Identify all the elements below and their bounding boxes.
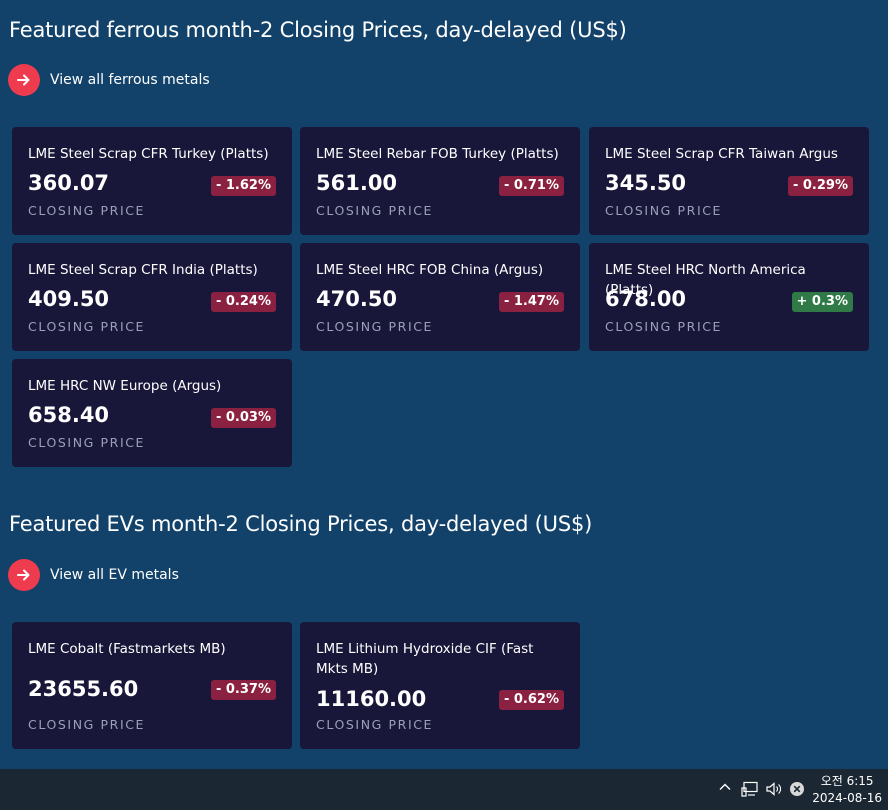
card-price: 345.50 [605, 171, 687, 195]
card-metal-name: LME Steel Scrap CFR Taiwan Argus [605, 146, 838, 162]
view-all-ferrous-label: View all ferrous metals [50, 72, 210, 88]
network-icon[interactable] [741, 781, 759, 801]
change-badge: - 0.03% [210, 408, 276, 428]
closing-price-caption: CLOSING PRICE [316, 319, 434, 334]
closing-price-caption: CLOSING PRICE [605, 319, 723, 334]
closing-price-caption: CLOSING PRICE [28, 435, 146, 450]
change-badge: - 1.62% [210, 176, 276, 196]
view-all-ev-label: View all EV metals [50, 567, 179, 583]
card-price: 658.40 [28, 403, 110, 427]
closing-price-caption: CLOSING PRICE [28, 319, 146, 334]
card-metal-name: LME Steel HRC FOB China (Argus) [316, 262, 544, 278]
card-price: 678.00 [605, 287, 687, 311]
price-card[interactable]: LME Steel Rebar FOB Turkey (Platts) 561.… [300, 127, 580, 235]
card-metal-name: LME Lithium Hydroxide CIF (Fast Mkts MB) [316, 641, 534, 677]
card-price: 360.07 [28, 171, 110, 195]
card-metal-name: LME HRC NW Europe (Argus) [28, 378, 222, 394]
card-price: 409.50 [28, 287, 110, 311]
card-metal-name: LME Steel HRC North America (Platts) [605, 262, 806, 298]
arrow-right-icon [8, 64, 40, 96]
price-card[interactable]: LME Steel Scrap CFR Turkey (Platts) 360.… [12, 127, 292, 235]
closing-price-caption: CLOSING PRICE [316, 203, 434, 218]
card-price: 470.50 [316, 287, 398, 311]
change-badge: - 0.62% [498, 690, 564, 710]
card-metal-name: LME Steel Scrap CFR India (Platts) [28, 262, 258, 278]
closing-price-caption: CLOSING PRICE [316, 717, 434, 732]
system-clock[interactable]: 오전 6:15 2024-08-16 [812, 773, 882, 807]
ferrous-section-title: Featured ferrous month-2 Closing Prices,… [9, 18, 627, 42]
change-badge: + 0.3% [791, 292, 853, 312]
change-badge: - 0.37% [210, 680, 276, 700]
price-card[interactable]: LME Lithium Hydroxide CIF (Fast Mkts MB)… [300, 622, 580, 749]
card-price: 561.00 [316, 171, 398, 195]
close-circle-icon[interactable] [789, 781, 805, 801]
change-badge: - 0.71% [498, 176, 564, 196]
view-all-ev-link[interactable]: View all EV metals [8, 559, 179, 591]
closing-price-caption: CLOSING PRICE [28, 203, 146, 218]
chevron-up-icon[interactable] [718, 780, 732, 798]
closing-price-caption: CLOSING PRICE [28, 717, 146, 732]
change-badge: - 1.47% [498, 292, 564, 312]
card-price: 23655.60 [28, 677, 139, 701]
price-card[interactable]: LME Steel Scrap CFR India (Platts) 409.5… [12, 243, 292, 351]
change-badge: - 0.29% [787, 176, 853, 196]
price-card[interactable]: LME HRC NW Europe (Argus) 658.40 - 0.03%… [12, 359, 292, 467]
price-card[interactable]: LME Steel Scrap CFR Taiwan Argus 345.50 … [589, 127, 869, 235]
card-price: 11160.00 [316, 687, 427, 711]
card-metal-name: LME Steel Scrap CFR Turkey (Platts) [28, 146, 269, 162]
change-badge: - 0.24% [210, 292, 276, 312]
price-card[interactable]: LME Steel HRC FOB China (Argus) 470.50 -… [300, 243, 580, 351]
clock-date: 2024-08-16 [812, 791, 882, 805]
price-card[interactable]: LME Cobalt (Fastmarkets MB) 23655.60 - 0… [12, 622, 292, 749]
closing-price-caption: CLOSING PRICE [605, 203, 723, 218]
arrow-right-icon [8, 559, 40, 591]
card-metal-name: LME Steel Rebar FOB Turkey (Platts) [316, 146, 559, 162]
view-all-ferrous-link[interactable]: View all ferrous metals [8, 64, 210, 96]
price-card[interactable]: LME Steel HRC North America (Platts) 678… [589, 243, 869, 351]
taskbar: 오전 6:15 2024-08-16 [0, 769, 888, 810]
volume-icon[interactable] [765, 781, 783, 801]
card-metal-name: LME Cobalt (Fastmarkets MB) [28, 641, 226, 657]
ev-section-title: Featured EVs month-2 Closing Prices, day… [9, 512, 593, 536]
clock-time: 오전 6:15 [820, 774, 874, 788]
